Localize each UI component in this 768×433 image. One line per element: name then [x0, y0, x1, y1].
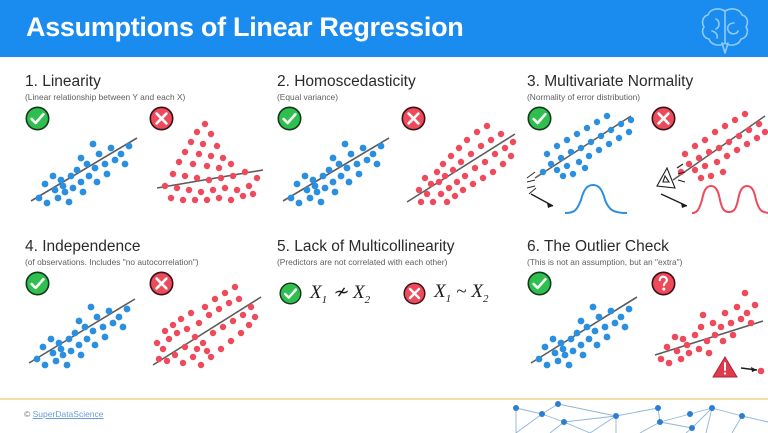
formula-var1-sub: 1	[321, 293, 328, 306]
assumption-subtitle: (Equal variance)	[277, 92, 338, 103]
page-header: Assumptions of Linear Regression	[0, 0, 768, 57]
scatter-normality-good	[526, 113, 635, 209]
page-title: Assumptions of Linear Regression	[26, 12, 464, 42]
status-badge-good	[25, 106, 50, 131]
status-badge-good	[277, 106, 302, 131]
formula-good: X1 ≁ X2	[279, 279, 370, 307]
assumption-card-homoscedasticity: 2. Homoscedasticity (Equal variance)	[277, 73, 527, 216]
footer-credit: © SuperDataScience	[24, 409, 104, 419]
assumption-card-multicollinearity: 5. Lack of Multicollinearity (Predictors…	[277, 238, 527, 381]
assumption-subtitle: (Normality of error distribution)	[527, 92, 641, 103]
status-badge-bad	[401, 106, 426, 131]
formula-var2-sub: 2	[364, 293, 371, 306]
assumption-title: 1. Linearity	[25, 73, 101, 90]
assumption-subtitle: (This is not an assumption, but an "extr…	[527, 257, 683, 268]
assumption-card-outlier-check: 6. The Outlier Check (This is not an ass…	[527, 238, 768, 381]
status-badge-question	[651, 271, 676, 296]
assumption-title: 6. The Outlier Check	[527, 238, 669, 255]
formula-var1: X	[310, 281, 322, 303]
bell-curve-good	[564, 184, 628, 215]
scatter-linearity-bad	[156, 121, 264, 204]
status-badge-good	[25, 271, 50, 296]
assumption-illustrations	[526, 106, 768, 216]
formula-good-text: X1 ≁ X2	[310, 281, 370, 306]
assumption-subtitle: (Predictors are not correlated with each…	[277, 257, 448, 268]
status-badge-good	[279, 282, 302, 305]
copyright-symbol: ©	[24, 409, 31, 419]
pane-bad	[401, 106, 523, 216]
scatter-homoscedasticity-bad	[406, 123, 517, 206]
status-badge-bad	[651, 106, 676, 131]
assumption-title: 4. Independence	[25, 238, 141, 255]
formula-var2: X	[471, 281, 483, 303]
assumption-illustrations	[25, 271, 275, 381]
formula-var1: X	[434, 281, 446, 303]
pane-good	[25, 106, 147, 216]
warning-triangle-icon	[712, 356, 738, 378]
formula-var2-sub: 2	[483, 293, 489, 306]
pane-bad	[651, 271, 768, 381]
pane-good	[526, 106, 649, 216]
brain-icon	[698, 3, 752, 55]
status-badge-good	[527, 271, 552, 296]
status-badge-bad	[149, 271, 174, 296]
assumption-illustrations: X1 ≁ X2 X1 ~ X2	[277, 271, 527, 381]
pane-bad	[149, 271, 271, 381]
pane-good	[527, 271, 649, 381]
scatter-linearity-good	[30, 137, 138, 207]
scatter-outlier-bad	[654, 289, 765, 378]
formula-var1-sub: 1	[445, 293, 452, 306]
assumption-card-linearity: 1. Linearity (Linear relationship betwee…	[25, 73, 275, 216]
scatter-normality-bad	[656, 111, 768, 209]
formula-relation: ~	[456, 281, 467, 303]
projector-rays-icon	[526, 171, 537, 195]
pane-bad	[651, 106, 768, 216]
assumption-subtitle: (of observations. Includes "no autocorre…	[25, 257, 199, 268]
footer-divider	[0, 398, 768, 400]
assumption-card-independence: 4. Independence (of observations. Includ…	[25, 238, 275, 381]
scatter-independence-good	[28, 298, 136, 369]
assumption-title: 5. Lack of Multicollinearity	[277, 238, 455, 255]
formula-bad-text: X1 ~ X2	[434, 281, 489, 305]
assumption-illustrations	[527, 271, 768, 381]
pane-bad	[149, 106, 271, 216]
scatter-independence-bad	[152, 284, 262, 369]
formula-bad: X1 ~ X2	[403, 279, 489, 307]
status-badge-bad	[403, 282, 426, 305]
status-badge-bad	[149, 106, 174, 131]
assumption-subtitle: (Linear relationship between Y and each …	[25, 92, 186, 103]
formula-relation: ≁	[332, 281, 349, 303]
assumptions-grid: 1. Linearity (Linear relationship betwee…	[0, 57, 768, 387]
scatter-homoscedasticity-good	[282, 137, 390, 207]
scatter-outlier-good	[530, 296, 638, 369]
formula-var2: X	[353, 281, 365, 303]
network-graphic	[480, 398, 768, 433]
assumption-illustrations	[277, 106, 527, 216]
pane-good	[277, 106, 399, 216]
assumption-card-multivariate-normality: 3. Multivariate Normality (Normality of …	[526, 73, 768, 216]
assumption-title: 3. Multivariate Normality	[527, 73, 694, 90]
outlier-point	[757, 367, 765, 375]
status-badge-good	[527, 106, 552, 131]
bimodal-curve-bad	[691, 185, 768, 215]
assumption-title: 2. Homoscedasticity	[277, 73, 416, 90]
pane-good	[25, 271, 147, 381]
assumption-illustrations	[25, 106, 275, 216]
superdatascience-link[interactable]: SuperDataScience	[32, 409, 104, 419]
projector-rays-icon	[656, 163, 686, 189]
